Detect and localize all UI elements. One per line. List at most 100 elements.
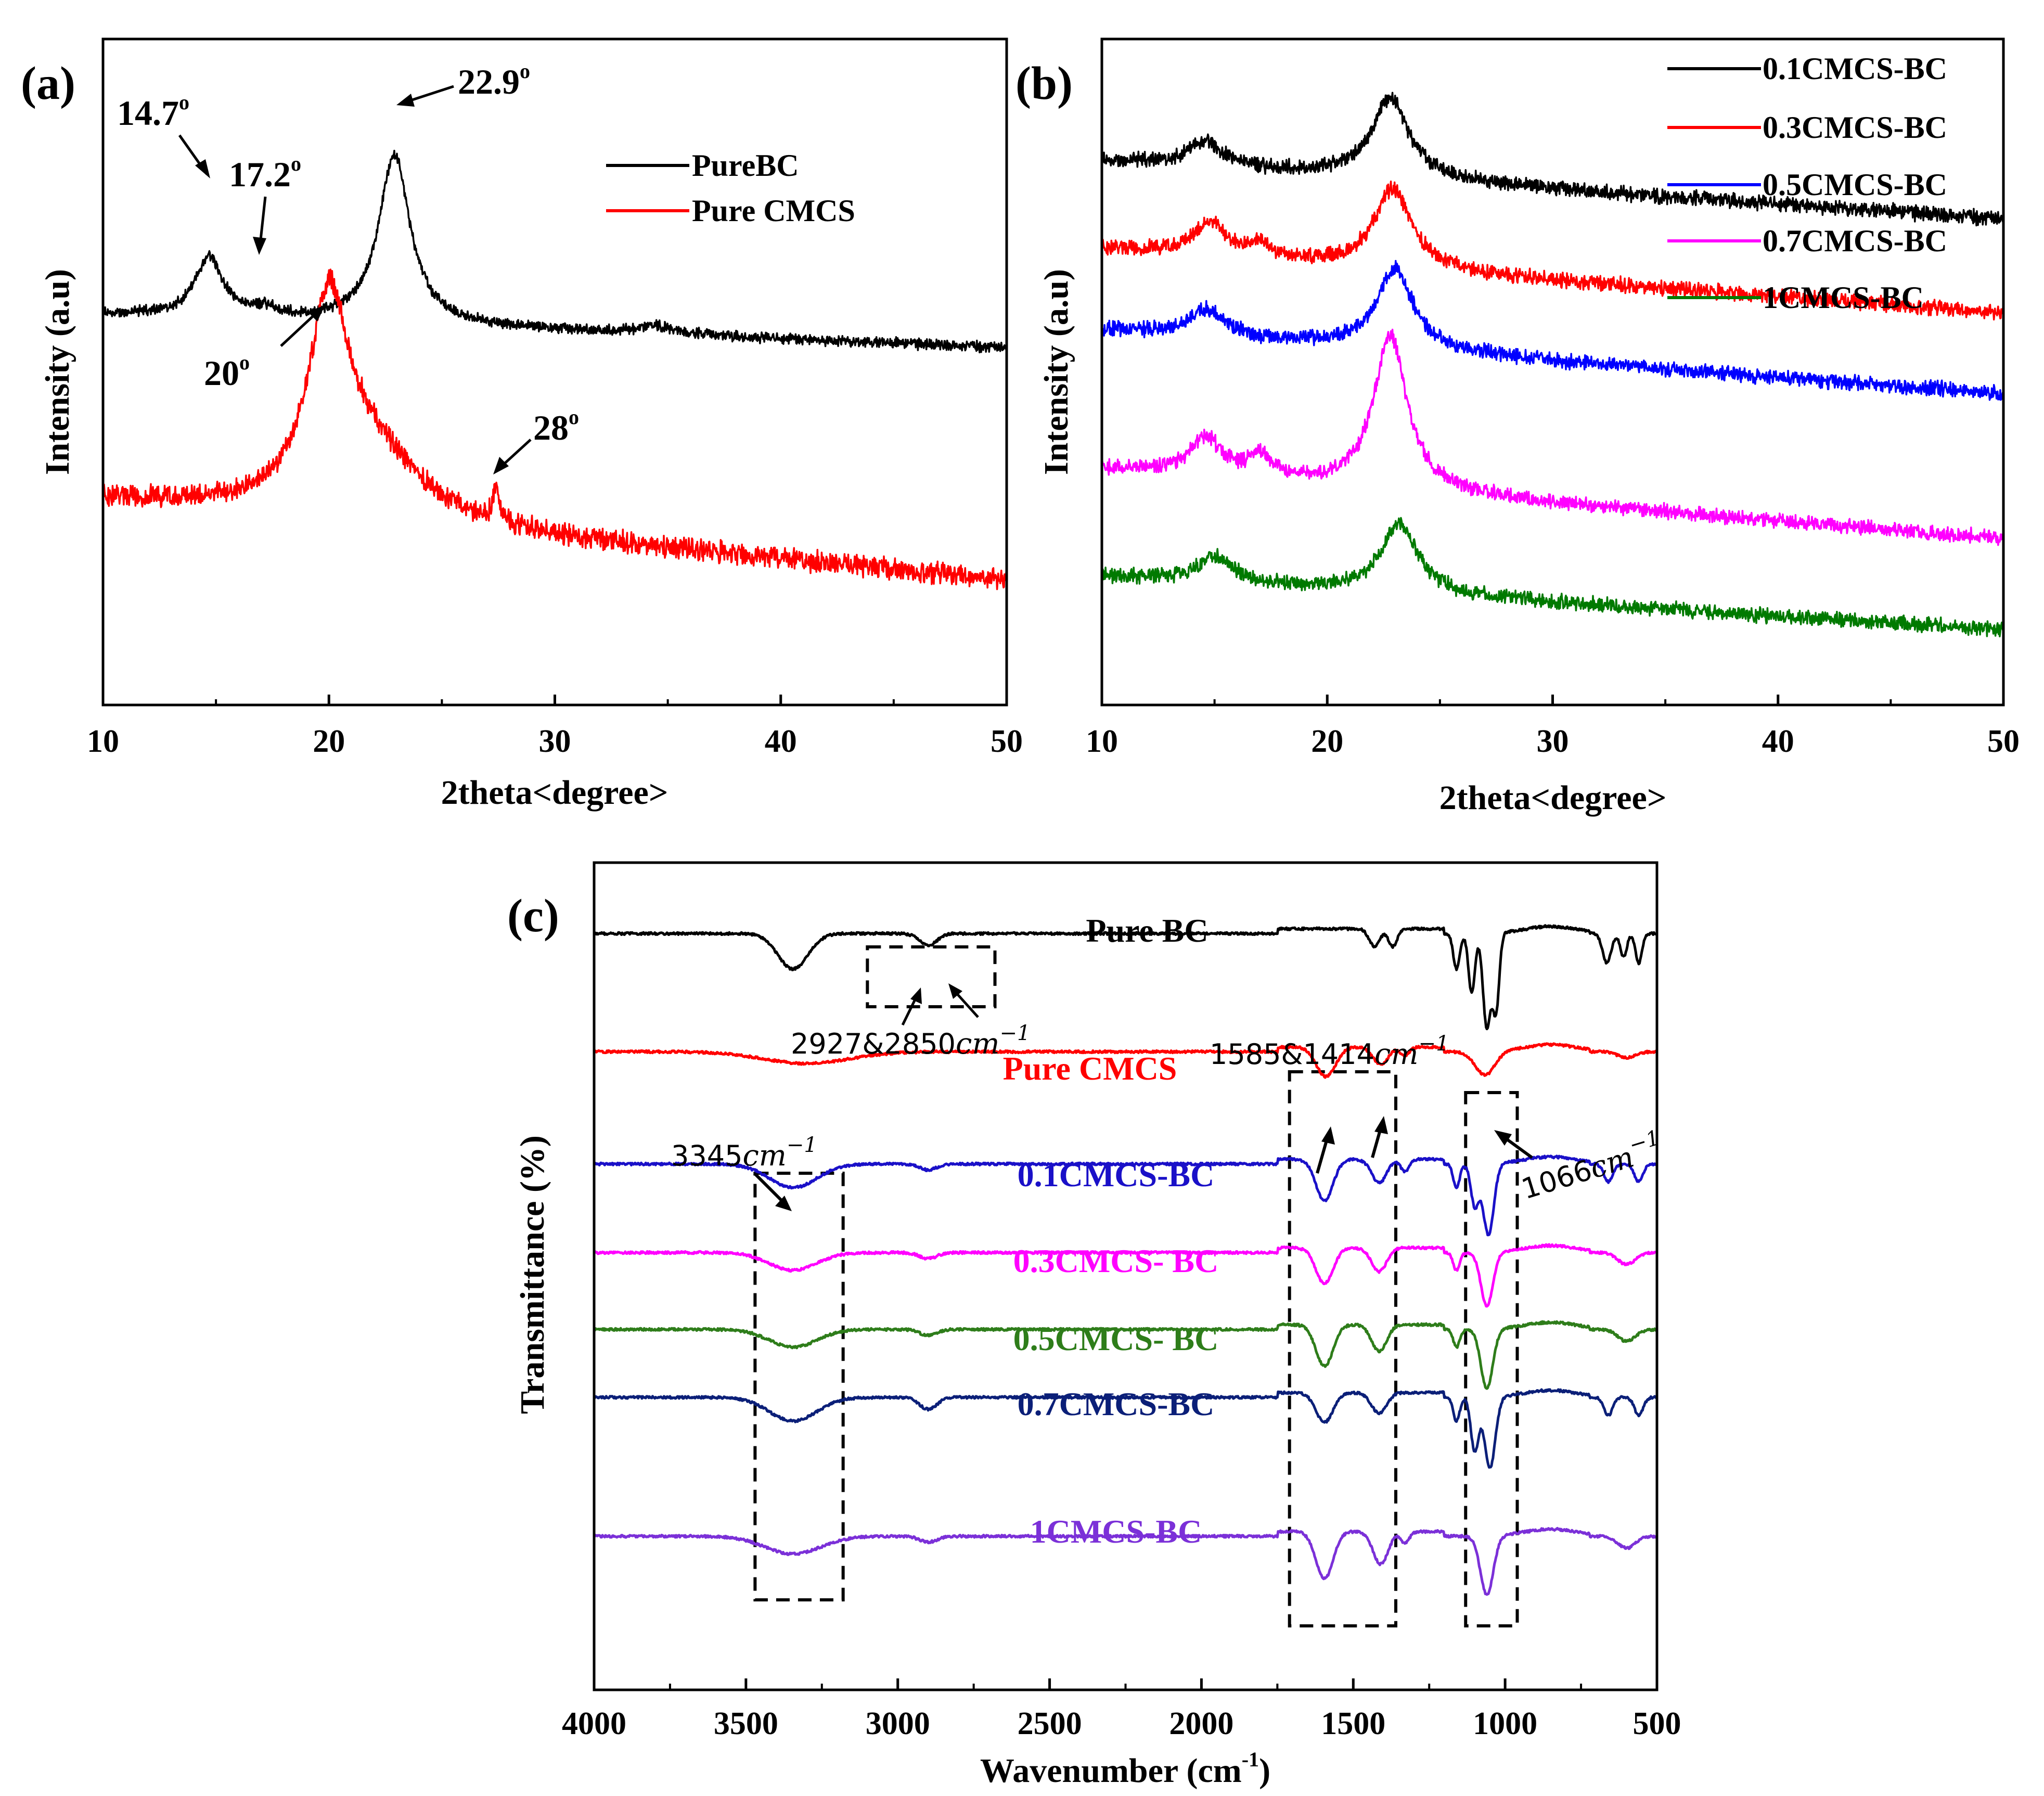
legend-b-label-0: 0.1CMCS-BC [1763,52,1947,86]
panel-c-series-1cmcs-bc [594,1526,1658,1596]
series-label-0-1cmcs-bc: 0.1CMCS-BC [1018,1157,1215,1194]
panel-b-x-ticks: 10 20 30 40 50 [1086,695,2020,759]
panel-b-label: (b) [1015,58,1073,109]
panel-a-label: (a) [21,58,75,109]
annotation-2927-arrowhead [910,987,922,1004]
annotation-28-arrow [499,439,532,468]
annotation-1066: 1066cm−1 [1516,1126,1667,1207]
panel-c-series-pure-cmcs [593,1042,1658,1079]
annotation-20-arrow [280,310,319,347]
panel-a-y-axis-title: Intensity (a.u) [38,269,76,475]
legend-a-label-1: Pure CMCS [692,194,855,228]
panel-c-tick-label-1500: 1500 [1321,1706,1385,1741]
panel-c-x-axis-title: Wavenumber (cm-1) [980,1748,1270,1790]
panel-a-tick-label-30: 30 [539,724,571,759]
annotation-3345: 3345cm−1 [671,1133,817,1173]
annotation-2850-arrowhead [948,983,962,999]
annotation-22-9-arrow [405,85,454,104]
panel-a-x-ticks: 10 20 30 40 50 [87,695,1023,759]
annotation-22-9: 22.9o [458,59,530,101]
annotation-2850-arrow [954,990,979,1018]
series-label-pure-bc: Pure BC [1086,912,1208,949]
highlight-box-3470-3180 [753,1172,845,1601]
panel-a-series [102,149,1008,591]
panel-b-y-axis-title: Intensity (a.u) [1037,269,1075,475]
panel-c-tick-label-2000: 2000 [1169,1706,1233,1741]
legend-b-label-1: 0.3CMCS-BC [1763,110,1947,145]
annotation-3345-arrowhead [775,1196,792,1211]
annotation-20: 20o [204,351,250,393]
series-label-pure-cmcs: Pure CMCS [1003,1050,1177,1087]
annotation-1585-1414: 1585&1414cm−1 [1210,1032,1449,1071]
series-label-0-7cmcs-bc: 0.7CMCS-BC [1018,1386,1215,1422]
panel-b-series-0-5cmcs-bc [1101,260,2004,401]
panel-b-tick-label-50: 50 [1987,724,2020,759]
panel-b-series [1101,92,2004,638]
annotation-1585-arrowhead [1321,1126,1335,1145]
panel-c-series-labels: Pure BC Pure CMCS 0.1CMCS-BC 0.3CMCS- BC… [1003,912,1219,1550]
panel-c-series-0-1cmcs-bc [593,1154,1658,1237]
legend-b-label-3: 0.7CMCS-BC [1763,224,1947,258]
panel-c-tick-label-4000: 4000 [562,1706,626,1741]
annotation-17-2: 17.2o [229,152,301,194]
panel-b-x-axis-title: 2theta<degree> [1439,779,1667,817]
panel-c-series-0-5cmcs-bc [593,1320,1658,1390]
panel-a-tick-label-40: 40 [765,724,797,759]
series-label-0-3cmcs-bc: 0.3CMCS- BC [1013,1242,1219,1279]
annotation-1585-arrow [1316,1136,1329,1174]
panel-a-annotations: 14.7o 17.2o 22.9o 20o 28o [117,59,579,474]
panel-c: (c) 4000 3500 3000 2500 2000 1500 1000 500 Wave… [507,861,1681,1790]
annotation-17-2-arrow [259,196,267,245]
panel-b-tick-label-30: 30 [1537,724,1569,759]
panel-c-series [593,924,1659,1596]
highlight-box-1710-1360 [1288,1070,1398,1627]
highlight-box-3100-2680 [866,945,997,1008]
panel-b-tick-label-20: 20 [1311,724,1343,759]
annotation-14-7-arrowhead [195,159,210,178]
panel-a-x-axis-title: 2theta<degree> [441,774,669,812]
panel-c-series-0-7cmcs-bc [594,1388,1659,1469]
panel-b-series-0-3cmcs-bc [1101,181,2004,320]
panel-c-highlight-boxes [753,945,1519,1627]
annotation-1066-arrow [1502,1135,1533,1159]
annotation-2927-arrow [901,995,918,1026]
panel-c-label: (c) [507,890,559,942]
panel-c-tick-label-500: 500 [1633,1706,1681,1741]
panel-c-tick-label-1000: 1000 [1473,1706,1537,1741]
panel-b-tick-label-10: 10 [1086,724,1118,759]
panel-b-legend: 0.1CMCS-BC 0.3CMCS-BC 0.5CMCS-BC 0.7CMCS… [1667,52,1947,315]
panel-c-annotations: 2927&2850cm−1 1585&1414cm−1 3345cm−1 106… [671,983,1667,1211]
panel-c-tick-label-2500: 2500 [1018,1706,1082,1741]
highlight-box-1130-960 [1464,1091,1519,1627]
panel-a-tick-label-20: 20 [313,724,345,759]
annotation-28-arrowhead [493,457,509,474]
panel-a-series-purebc [102,149,1008,354]
panel-b-series-0-7cmcs-bc [1101,328,2004,546]
panel-b-tick-label-40: 40 [1762,724,1794,759]
panel-b: (b) 10 20 30 40 50 2theta<degree> Intensity … [1015,37,2020,817]
panel-c-tick-label-3000: 3000 [866,1706,930,1741]
legend-b-label-2: 0.5CMCS-BC [1763,168,1947,202]
annotation-20-arrowhead [308,305,325,322]
panel-c-series-pure-bc [594,924,1658,1031]
panel-a: (a) 10 20 30 40 50 2theta<degree> Intensity … [21,37,1023,812]
panel-b-series-1cmcs-bc [1101,517,2004,638]
panel-a-legend: PureBC Pure CMCS [606,148,855,228]
panel-c-series-0-3cmcs-bc [593,1243,1658,1308]
series-label-1cmcs-bc: 1CMCS-BC [1030,1513,1202,1550]
series-label-0-5cmcs-bc: 0.5CMCS- BC [1013,1320,1219,1357]
annotation-2927-2850: 2927&2850cm−1 [791,1021,1030,1061]
panel-c-tick-label-3500: 3500 [714,1706,778,1741]
annotation-28: 28o [533,405,579,447]
annotation-22-9-arrowhead [396,94,415,107]
panel-a-tick-label-50: 50 [991,724,1023,759]
annotation-17-2-arrowhead [253,237,266,255]
annotation-14-7: 14.7o [117,91,189,133]
annotation-1066-arrowhead [1494,1130,1512,1146]
annotation-3345-arrow [753,1172,785,1203]
panel-c-x-ticks: 4000 3500 3000 2500 2000 1500 1000 500 [562,1678,1681,1741]
panel-c-y-axis-title: Transmittance (%) [513,1135,551,1414]
legend-b-label-4: 1CMCS-BC [1763,280,1924,315]
panel-a-tick-label-10: 10 [87,724,119,759]
